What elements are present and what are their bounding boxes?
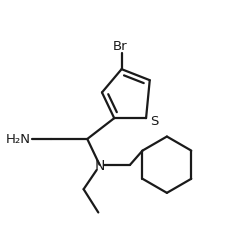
Text: H₂N: H₂N [6,133,31,146]
Text: S: S [149,115,158,128]
Text: Br: Br [112,40,127,53]
Text: N: N [94,158,104,172]
